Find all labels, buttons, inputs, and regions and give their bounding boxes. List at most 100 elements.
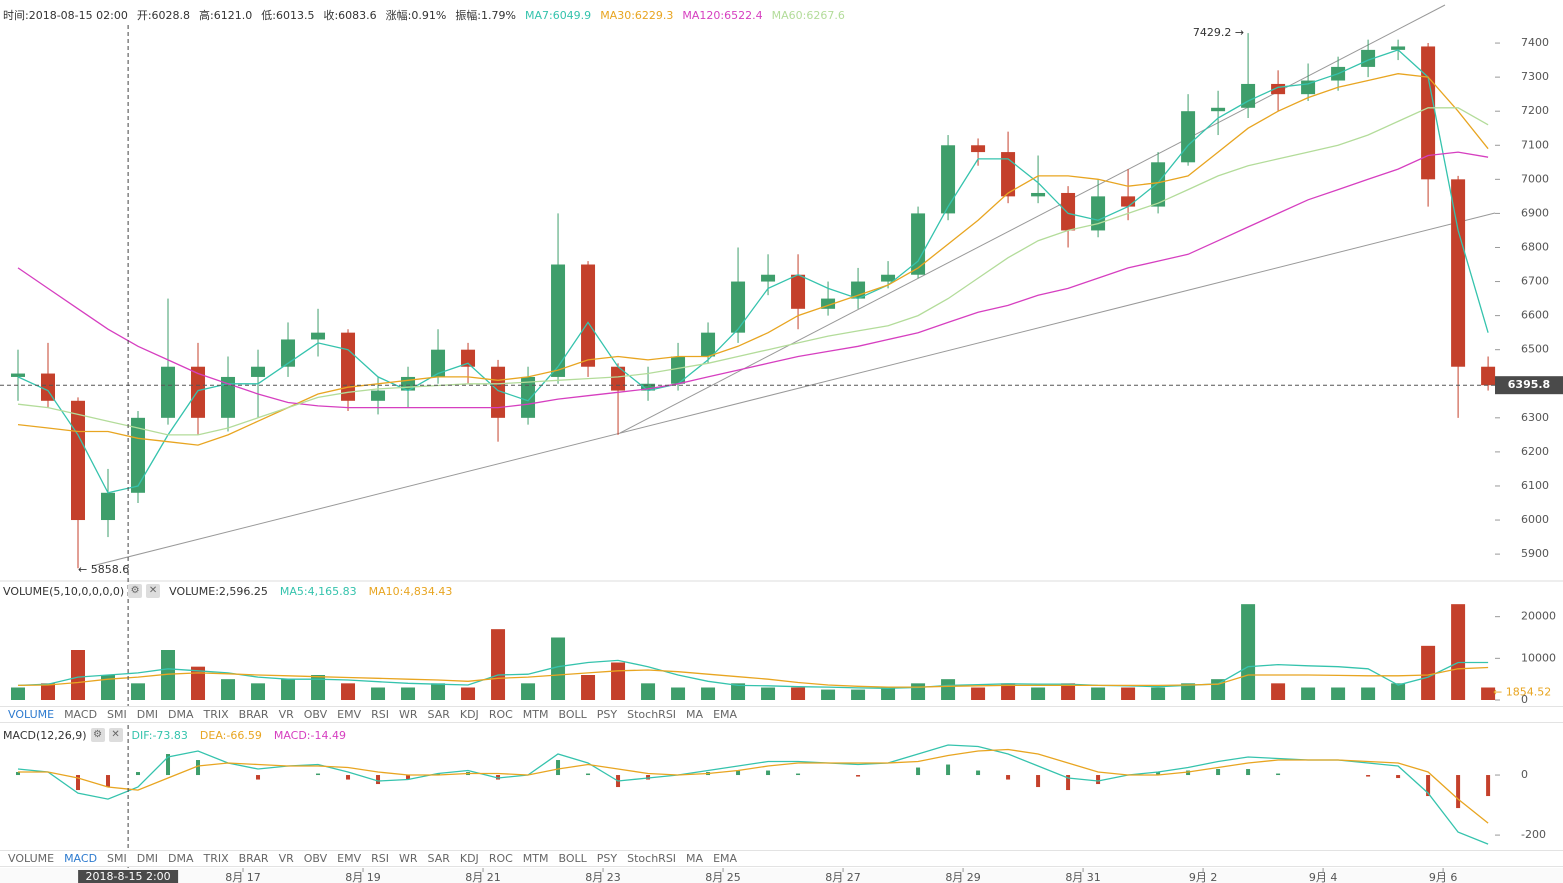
candle-body bbox=[371, 390, 386, 401]
tab[interactable]: DMA bbox=[167, 852, 194, 865]
candle-body bbox=[281, 339, 296, 367]
y-tick-label: 6600 bbox=[1521, 309, 1549, 322]
macd-bar bbox=[1456, 775, 1461, 809]
tab[interactable]: DMI bbox=[136, 708, 158, 721]
tab[interactable]: VR bbox=[278, 708, 294, 721]
macd-bar bbox=[1036, 775, 1041, 788]
candle-body bbox=[41, 373, 56, 401]
tab[interactable]: BOLL bbox=[558, 708, 587, 721]
legend-item: MA30:6229.3 bbox=[600, 8, 674, 22]
tab[interactable]: RSI bbox=[371, 708, 389, 721]
tab[interactable]: EMA bbox=[713, 708, 738, 721]
volume-bar bbox=[701, 687, 716, 700]
volume-bar bbox=[281, 679, 296, 700]
tab[interactable]: SMI bbox=[107, 852, 127, 865]
volume-bar bbox=[1241, 604, 1256, 700]
tab[interactable]: EMV bbox=[337, 708, 362, 721]
tab[interactable]: VOLUME bbox=[8, 852, 55, 865]
high-label: 7429.2 → bbox=[1193, 26, 1244, 39]
tab[interactable]: BRAR bbox=[238, 852, 269, 865]
legend: VOLUME:2,596.25 MA5:4,165.83 MA10:4,834.43 bbox=[169, 585, 452, 598]
price-header: 时间:2018-08-15 02:00 开:6028.8 高:6121.0 低:601… bbox=[3, 7, 845, 23]
tab[interactable]: DMI bbox=[136, 852, 158, 865]
macd-bar bbox=[646, 775, 651, 780]
y-tick-label: 6100 bbox=[1521, 479, 1549, 492]
trend-line bbox=[91, 212, 1496, 567]
macd-bar bbox=[166, 754, 171, 776]
candle-body bbox=[461, 349, 476, 367]
volume-bar bbox=[221, 679, 236, 700]
volume-bar bbox=[851, 689, 866, 700]
low-label: ← 5858.6 bbox=[78, 563, 129, 576]
tab[interactable]: MTM bbox=[522, 852, 549, 865]
tab[interactable]: RSI bbox=[371, 852, 389, 865]
tab[interactable]: OBV bbox=[303, 852, 328, 865]
tab[interactable]: KDJ bbox=[459, 852, 479, 865]
macd-bar bbox=[586, 773, 591, 776]
volume-value: VOLUME:2,596.25 bbox=[169, 584, 268, 598]
volume-bar bbox=[431, 683, 446, 700]
legend-item: MA5:4,165.83 bbox=[279, 584, 357, 598]
macd-bar bbox=[1216, 769, 1221, 776]
tab[interactable]: TRIX bbox=[203, 852, 229, 865]
legend-item: DIF:-73.83 bbox=[131, 728, 188, 742]
x-tick-label: 8月 31 bbox=[1065, 871, 1101, 883]
volume-bar bbox=[161, 650, 176, 700]
tab[interactable]: OBV bbox=[303, 708, 328, 721]
volume-bar bbox=[41, 683, 56, 700]
tab[interactable]: DMA bbox=[167, 708, 194, 721]
close-icon[interactable]: ✕ bbox=[146, 584, 161, 598]
tab[interactable]: EMA bbox=[713, 852, 738, 865]
tab[interactable]: WR bbox=[398, 708, 418, 721]
macd-bar bbox=[1006, 775, 1011, 780]
macd-bar bbox=[736, 770, 741, 776]
candle-body bbox=[581, 264, 596, 367]
tab[interactable]: PSY bbox=[596, 852, 618, 865]
y-tick-label: 7200 bbox=[1521, 104, 1549, 117]
candle-body bbox=[881, 274, 896, 282]
settings-icon[interactable]: ⚙ bbox=[128, 584, 143, 598]
tab[interactable]: StochRSI bbox=[627, 852, 677, 865]
tab[interactable]: VR bbox=[278, 852, 294, 865]
tab[interactable]: BOLL bbox=[558, 852, 587, 865]
tab[interactable]: ROC bbox=[488, 852, 513, 865]
tab[interactable]: TRIX bbox=[203, 708, 229, 721]
macd-bar bbox=[1486, 775, 1491, 797]
tab[interactable]: WR bbox=[398, 852, 418, 865]
axis-bg bbox=[1495, 25, 1563, 870]
volume-bar bbox=[1121, 687, 1136, 700]
tab[interactable]: VOLUME bbox=[8, 708, 55, 721]
candle-body bbox=[971, 145, 986, 153]
legend-item: MA7:6049.9 bbox=[524, 8, 592, 22]
tab[interactable]: StochRSI bbox=[627, 708, 677, 721]
tab[interactable]: SAR bbox=[427, 852, 450, 865]
info-item: 高:6121.0 bbox=[199, 9, 253, 22]
tab[interactable]: MA bbox=[686, 708, 704, 721]
x-tick-label: 8月 21 bbox=[465, 871, 501, 883]
tab[interactable]: KDJ bbox=[459, 708, 479, 721]
y-tick-label: 6700 bbox=[1521, 275, 1549, 288]
x-tick-label: 8月 17 bbox=[225, 871, 261, 883]
settings-icon[interactable]: ⚙ bbox=[90, 728, 105, 742]
y-tick-label: 10000 bbox=[1521, 651, 1556, 664]
tab[interactable]: SMI bbox=[107, 708, 127, 721]
tab[interactable]: SAR bbox=[427, 708, 450, 721]
candle-body bbox=[131, 417, 146, 493]
tab[interactable]: BRAR bbox=[238, 708, 269, 721]
tab[interactable]: EMV bbox=[337, 852, 362, 865]
macd-bar bbox=[1066, 775, 1071, 791]
tab[interactable]: MA bbox=[686, 852, 704, 865]
close-icon[interactable]: ✕ bbox=[108, 728, 123, 742]
tab[interactable]: MACD bbox=[64, 708, 98, 721]
tab[interactable]: PSY bbox=[596, 708, 618, 721]
tab[interactable]: ROC bbox=[488, 708, 513, 721]
macd-bar bbox=[346, 775, 351, 780]
macd-bar bbox=[1096, 775, 1101, 785]
tab[interactable]: MACD bbox=[64, 852, 98, 865]
x-tick-label: 8月 23 bbox=[585, 871, 621, 883]
panel-title: VOLUME(5,10,0,0,0,0) bbox=[3, 584, 125, 598]
candle-body bbox=[641, 383, 656, 391]
tab[interactable]: MTM bbox=[522, 708, 549, 721]
info-item: 涨幅:0.91% bbox=[385, 9, 447, 22]
y-tick-label: 6000 bbox=[1521, 513, 1549, 526]
